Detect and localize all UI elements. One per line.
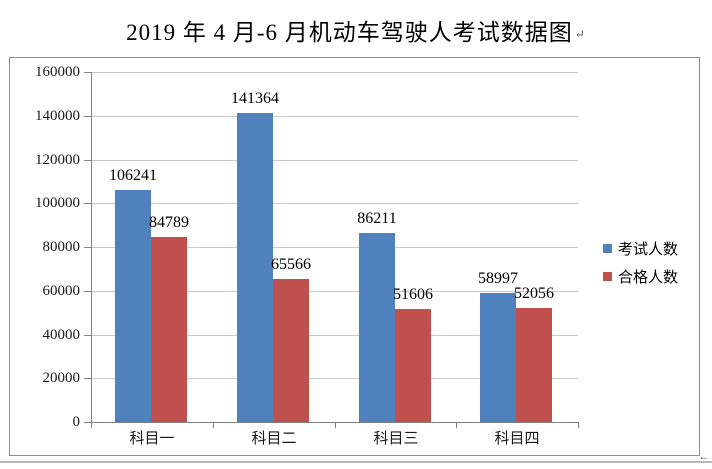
- x-category-label: 科目四: [494, 431, 540, 447]
- chart-title: 2019 年 4 月-6 月机动车驾驶人考试数据图 ↵: [0, 13, 712, 47]
- legend-item-考试人数: 考试人数: [603, 238, 678, 258]
- gridline-60000: [91, 291, 578, 292]
- y-tick-20000: [84, 378, 91, 379]
- gridline-120000: [91, 160, 578, 161]
- gridline-40000: [91, 335, 578, 336]
- y-tick-label-0: 0: [72, 414, 81, 430]
- gridline-100000: [91, 203, 578, 204]
- y-tick-100000: [84, 203, 91, 204]
- image-bottom-rule: [0, 461, 712, 463]
- y-tick-label-80000: 80000: [42, 239, 81, 255]
- bar-value-label: 58997: [478, 270, 518, 287]
- bar-value-label: 65566: [271, 256, 311, 273]
- bar-考试人数-科目二: [237, 113, 273, 422]
- x-category-label: 科目二: [251, 431, 297, 447]
- y-tick-label-60000: 60000: [42, 283, 81, 299]
- x-category-label: 科目三: [373, 431, 419, 447]
- y-tick-label-40000: 40000: [42, 327, 81, 343]
- y-tick-label-20000: 20000: [42, 370, 81, 386]
- y-tick-0: [84, 422, 91, 423]
- y-tick-label-100000: 100000: [35, 195, 80, 211]
- y-axis-line: [91, 72, 92, 422]
- bar-value-label: 141364: [231, 90, 279, 107]
- x-tick-4: [578, 423, 579, 428]
- x-tick-0: [91, 423, 92, 428]
- bar-合格人数-科目三: [395, 309, 431, 422]
- y-tick-label-160000: 160000: [35, 64, 80, 80]
- y-tick-140000: [84, 116, 91, 117]
- bar-合格人数-科目四: [516, 308, 552, 422]
- y-tick-120000: [84, 160, 91, 161]
- bar-考试人数-科目四: [480, 293, 516, 422]
- y-tick-label-140000: 140000: [35, 108, 80, 124]
- y-tick-label-120000: 120000: [35, 152, 80, 168]
- legend-label: 合格人数: [618, 269, 679, 286]
- paragraph-mark: ↵: [574, 27, 586, 42]
- y-tick-40000: [84, 335, 91, 336]
- legend-label: 考试人数: [618, 241, 679, 258]
- bar-value-label: 84789: [149, 214, 189, 231]
- chart-title-text: 2019 年 4 月-6 月机动车驾驶人考试数据图: [126, 20, 573, 45]
- chart-frame: 106241 141364 86211 58997 84789 65566 51606 520…: [9, 57, 700, 456]
- paragraph-end-mark: ←: [698, 449, 710, 463]
- x-tick-1: [213, 423, 214, 428]
- x-category-label: 科目一: [129, 431, 175, 447]
- bar-考试人数-科目一: [115, 190, 151, 422]
- bar-合格人数-科目二: [273, 279, 309, 422]
- bar-value-label: 52056: [514, 285, 554, 302]
- y-tick-80000: [84, 247, 91, 248]
- x-tick-2: [335, 423, 336, 428]
- plot-area: 106241 141364 86211 58997 84789 65566 51606 520…: [91, 72, 578, 422]
- legend-swatch: [603, 271, 612, 281]
- gridline-160000: [91, 72, 578, 73]
- x-axis-line: [91, 422, 579, 423]
- legend-item-合格人数: 合格人数: [603, 266, 678, 286]
- gridline-140000: [91, 116, 578, 117]
- bar-value-label: 106241: [109, 167, 157, 184]
- gridline-80000: [91, 247, 578, 248]
- x-tick-3: [456, 423, 457, 428]
- bar-value-label: 86211: [357, 210, 397, 227]
- y-tick-160000: [84, 72, 91, 73]
- bar-考试人数-科目三: [359, 233, 395, 422]
- bar-合格人数-科目一: [151, 237, 187, 422]
- y-tick-60000: [84, 291, 91, 292]
- legend-swatch: [603, 243, 612, 253]
- chart-legend: 考试人数 合格人数: [603, 238, 678, 294]
- gridline-20000: [91, 378, 578, 379]
- bar-value-label: 51606: [393, 286, 433, 303]
